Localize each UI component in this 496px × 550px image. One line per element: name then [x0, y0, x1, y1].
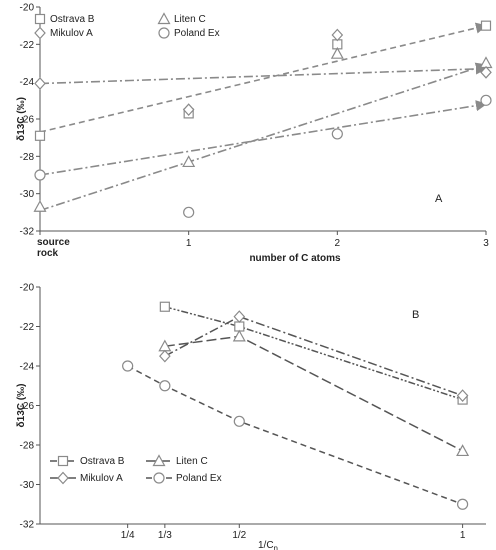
legend-marker-ostrava-b: [34, 13, 46, 25]
legend-marker-mikulov-a: [57, 471, 69, 485]
series-line-liten-c: [164, 335, 463, 452]
point-ostrava-b: [159, 301, 170, 312]
point-liten-c: [33, 199, 47, 212]
legend-label-liten-c: Liten C: [174, 14, 206, 25]
y-axis-label: δ13C (‰): [16, 97, 27, 141]
trend-line-ostrava-b: [39, 22, 488, 133]
legend-marker-poland-ex: [158, 27, 170, 39]
trend-line-poland-ex: [39, 100, 488, 176]
point-mikulov-a: [480, 65, 492, 79]
point-liten-c: [456, 444, 470, 457]
legend-label-ostrava-b: Ostrava B: [50, 14, 95, 25]
y-tick-label: -24: [20, 77, 35, 88]
y-axis-label: δ13C (‰): [16, 384, 27, 428]
legend-label-mikulov-a: Mikulov A: [80, 473, 123, 484]
y-tick-label: -22: [20, 322, 35, 333]
point-poland-ex: [159, 380, 171, 392]
y-tick-label: -20: [20, 283, 35, 294]
point-poland-ex: [183, 206, 195, 218]
legend-marker-liten-c: [157, 12, 171, 25]
legend-label-poland-ex: Poland Ex: [174, 28, 220, 39]
x-tick-label: 1: [460, 530, 466, 541]
y-tick-label: -24: [20, 362, 35, 373]
point-mikulov-a: [34, 77, 46, 90]
y-tick-label: -32: [20, 520, 35, 531]
point-liten-c: [330, 46, 344, 59]
y-tick-label: -22: [20, 40, 35, 51]
legend-marker-poland-ex: [153, 472, 165, 484]
x-tick-label: 1/4: [121, 530, 135, 541]
chart-b: -32 -30 -28 -26 -24 -22 -20 1/4 1/3 1/2 1 1/Cn δ13C …: [16, 283, 486, 550]
series-line-mikulov-a: [164, 315, 463, 397]
series-line-poland-ex: [127, 365, 463, 505]
x-tick-label: 1/3: [158, 530, 172, 541]
y-tick-label: -26: [20, 115, 35, 126]
y-tick-label: -28: [20, 152, 35, 163]
x-tick-label: 3: [483, 238, 489, 249]
x-tick-label: 2: [335, 238, 341, 249]
y-tick-label: -28: [20, 441, 35, 452]
x-tick-label: 1: [186, 238, 192, 249]
panel-label: B: [412, 309, 419, 321]
y-tick-label: -32: [20, 227, 35, 238]
point-liten-c: [182, 155, 196, 168]
trend-line-mikulov-a: [39, 63, 488, 85]
point-mikulov-a: [233, 310, 246, 324]
x-tick-label-line: source: [37, 237, 70, 248]
point-poland-ex: [34, 169, 46, 181]
y-tick-label: -20: [20, 3, 35, 14]
y-tick-label: -30: [20, 189, 35, 200]
x-tick-label: 1/2: [232, 530, 246, 541]
point-liten-c: [232, 329, 246, 342]
x-axis-label-subscript: n: [274, 544, 278, 550]
point-poland-ex: [122, 360, 134, 372]
point-poland-ex: [457, 498, 469, 510]
legend-label-ostrava-b: Ostrava B: [80, 456, 125, 467]
trend-line-liten-c: [39, 62, 488, 212]
legend-marker-mikulov-a: [34, 26, 46, 40]
legend-marker-liten-c: [152, 454, 166, 467]
point-mikulov-a: [456, 389, 469, 403]
chart-a: -32 -30 -28 -26 -24 -22 -20 source rock 1 2 3 number…: [16, 3, 493, 264]
point-poland-ex: [480, 94, 492, 106]
x-axis-label: number of C atoms: [249, 253, 341, 264]
point-mikulov-a: [159, 349, 171, 363]
legend-label-poland-ex: Poland Ex: [176, 473, 222, 484]
point-ostrava-b: [480, 20, 492, 31]
point-mikulov-a: [331, 28, 344, 42]
point-poland-ex: [331, 128, 343, 140]
point-poland-ex: [233, 415, 245, 427]
x-tick-label: source rock: [37, 237, 70, 259]
y-tick-label: -26: [20, 401, 35, 412]
legend-marker-ostrava-b: [57, 455, 69, 467]
y-tick-label: -30: [20, 480, 35, 491]
legend-label-liten-c: Liten C: [176, 456, 208, 467]
x-axis-label: 1/Cn: [258, 540, 278, 550]
point-ostrava-b: [34, 130, 46, 141]
panel-label: A: [435, 193, 443, 205]
x-tick-label-line: rock: [37, 248, 59, 259]
point-mikulov-a: [182, 103, 195, 117]
legend-label-mikulov-a: Mikulov A: [50, 28, 93, 39]
